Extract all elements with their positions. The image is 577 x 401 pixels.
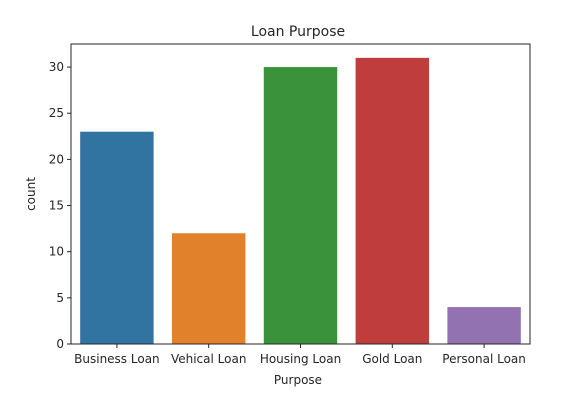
x-axis: Business Loan Vehical Loan Housing Loan Gol… — [74, 344, 526, 366]
y-tick-label: 15 — [49, 199, 64, 213]
y-tick-label: 30 — [49, 60, 64, 74]
x-axis-label: Purpose — [274, 373, 322, 387]
y-tick-label: 10 — [49, 245, 64, 259]
x-tick-label: Gold Loan — [362, 352, 422, 366]
y-tick-label: 0 — [56, 337, 64, 351]
y-tick-label: 5 — [56, 291, 64, 305]
y-tick-label: 20 — [49, 152, 64, 166]
bar-business-loan — [80, 131, 154, 344]
plot-frame — [70, 43, 531, 345]
bar-housing-loan — [263, 67, 338, 345]
x-tick-label: Housing Loan — [260, 352, 341, 366]
bar-personal-loan — [447, 307, 521, 344]
y-axis-label: count — [24, 177, 38, 211]
y-tick-label: 25 — [49, 106, 64, 120]
x-tick-label: Personal Loan — [442, 352, 526, 366]
bar-gold-loan — [355, 57, 430, 344]
chart-title: Loan Purpose — [251, 24, 345, 40]
y-axis: 0 5 10 15 20 25 30 — [49, 60, 71, 351]
x-tick-label: Vehical Loan — [171, 352, 246, 366]
x-tick-label: Business Loan — [74, 352, 160, 366]
bars-group — [80, 57, 521, 345]
bar-vehical-loan — [171, 233, 246, 344]
